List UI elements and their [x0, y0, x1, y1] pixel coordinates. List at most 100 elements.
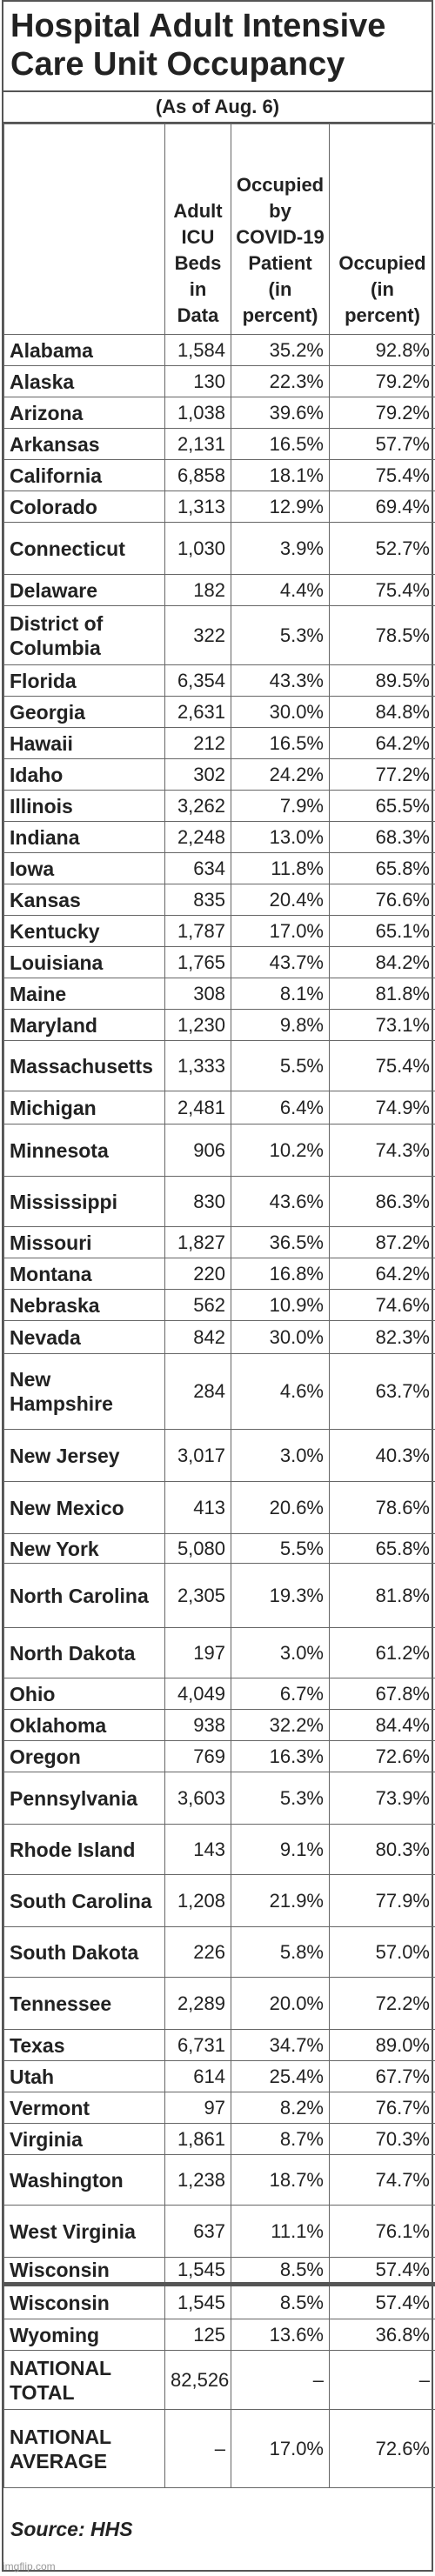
value-cell: 6,354	[164, 664, 231, 697]
table-row: Oregon 769 16.3% 72.6%	[3, 1740, 435, 1772]
table-row: Montana 220 16.8% 64.2%	[3, 1258, 435, 1290]
value-cell: 57.0%	[329, 1926, 435, 1978]
value-cell: 74.7%	[329, 2154, 435, 2206]
value-cell: 74.6%	[329, 1289, 435, 1321]
value-cell: 413	[164, 1481, 231, 1534]
value-cell: 86.3%	[329, 1176, 435, 1227]
value-cell: 20.0%	[231, 1977, 330, 2030]
value-cell: 8.5%	[231, 2257, 330, 2285]
value-cell: 10.2%	[231, 1124, 330, 1177]
state-cell: Wyoming	[3, 2319, 165, 2351]
value-cell: 61.2%	[329, 1627, 435, 1678]
value-cell: 64.2%	[329, 727, 435, 759]
value-cell: 308	[164, 978, 231, 1010]
header-row: Adult ICU Beds in Data Occupied by COVID…	[3, 123, 435, 335]
value-cell: 65.8%	[329, 1533, 435, 1564]
value-cell: 13.6%	[231, 2319, 330, 2351]
value-cell: 19.3%	[231, 1563, 330, 1628]
value-cell: 3,603	[164, 1772, 231, 1825]
table-row: Wisconsin 1,545 8.5% 57.4%	[3, 2282, 435, 2319]
value-cell: 5,080	[164, 1533, 231, 1564]
value-cell: 1,238	[164, 2154, 231, 2206]
value-cell: 76.6%	[329, 884, 435, 916]
value-cell: 72.6%	[329, 1740, 435, 1772]
value-cell: 2,289	[164, 1977, 231, 2030]
value-cell: 74.9%	[329, 1091, 435, 1124]
state-cell: Delaware	[3, 574, 165, 606]
table-row: Maryland 1,230 9.8% 73.1%	[3, 1009, 435, 1041]
header-cell: Adult ICU Beds in Data	[164, 123, 231, 335]
value-cell: 16.5%	[231, 428, 330, 460]
state-cell: Missouri	[3, 1226, 165, 1258]
state-cell: Wisconsin	[3, 2257, 165, 2285]
table-row: Georgia 2,631 30.0% 84.8%	[3, 696, 435, 728]
value-cell: 20.4%	[231, 884, 330, 916]
value-cell: 43.3%	[231, 664, 330, 697]
value-cell: 1,827	[164, 1226, 231, 1258]
value-cell: 24.2%	[231, 758, 330, 791]
table-row: Wyoming 125 13.6% 36.8%	[3, 2319, 435, 2351]
value-cell: 9.8%	[231, 1009, 330, 1041]
table-row: Delaware 182 4.4% 75.4%	[3, 574, 435, 606]
state-cell: Pennsylvania	[3, 1772, 165, 1825]
value-cell: 16.3%	[231, 1740, 330, 1772]
value-cell: 8.5%	[231, 2282, 330, 2319]
value-cell: 18.1%	[231, 459, 330, 491]
value-cell: 8.7%	[231, 2123, 330, 2155]
value-cell: 57.7%	[329, 428, 435, 460]
value-cell: 9.1%	[231, 1824, 330, 1875]
table-row: Utah 614 25.4% 67.7%	[3, 2060, 435, 2092]
table-row: Ohio 4,049 6.7% 67.8%	[3, 1678, 435, 1710]
value-cell: 70.3%	[329, 2123, 435, 2155]
table-body: Alabama 1,584 35.2% 92.8% Alaska 130 22.3% 79.2…	[3, 334, 435, 2488]
state-cell: Michigan	[3, 1091, 165, 1124]
value-cell: 75.4%	[329, 574, 435, 606]
value-cell: 64.2%	[329, 1258, 435, 1290]
value-cell: 75.4%	[329, 1040, 435, 1091]
value-cell: 769	[164, 1740, 231, 1772]
value-cell: 68.3%	[329, 821, 435, 853]
state-cell: Nevada	[3, 1320, 165, 1354]
state-cell: Alaska	[3, 365, 165, 397]
value-cell: 18.7%	[231, 2154, 330, 2206]
value-cell: 7.9%	[231, 790, 330, 822]
subtitle: (As of Aug. 6)	[3, 92, 432, 123]
value-cell: 75.4%	[329, 459, 435, 491]
value-cell: –	[164, 2409, 231, 2488]
value-cell: 57.4%	[329, 2282, 435, 2319]
value-cell: 4,049	[164, 1678, 231, 1710]
table-row: Vermont 97 8.2% 76.7%	[3, 2092, 435, 2124]
state-cell: Hawaii	[3, 727, 165, 759]
table-row: Washington 1,238 18.7% 74.7%	[3, 2154, 435, 2206]
value-cell: 16.8%	[231, 1258, 330, 1290]
table-row: Texas 6,731 34.7% 89.0%	[3, 2029, 435, 2061]
state-cell: Nebraska	[3, 1289, 165, 1321]
value-cell: 84.8%	[329, 696, 435, 728]
value-cell: 284	[164, 1353, 231, 1430]
value-cell: 10.9%	[231, 1289, 330, 1321]
table-row: Florida 6,354 43.3% 89.5%	[3, 664, 435, 697]
value-cell: 8.2%	[231, 2092, 330, 2124]
state-cell: Idaho	[3, 758, 165, 791]
value-cell: 65.1%	[329, 915, 435, 947]
value-cell: 17.0%	[231, 915, 330, 947]
value-cell: –	[231, 2350, 330, 2410]
table-row: Nebraska 562 10.9% 74.6%	[3, 1289, 435, 1321]
value-cell: 8.1%	[231, 978, 330, 1010]
value-cell: 6.4%	[231, 1091, 330, 1124]
title: Hospital Adult Intensive Care Unit Occup…	[3, 2, 432, 92]
value-cell: 32.2%	[231, 1709, 330, 1741]
state-cell: Vermont	[3, 2092, 165, 2124]
value-cell: 67.7%	[329, 2060, 435, 2092]
table-row: NATIONAL TOTAL 82,526– –	[3, 2350, 435, 2410]
value-cell: 197	[164, 1627, 231, 1678]
table-row: Mississippi 830 43.6% 86.3%	[3, 1176, 435, 1227]
table-row: Kentucky 1,787 17.0% 65.1%	[3, 915, 435, 947]
state-cell: Louisiana	[3, 946, 165, 978]
value-cell: 11.1%	[231, 2205, 330, 2258]
value-cell: 89.5%	[329, 664, 435, 697]
table-row: Minnesota 906 10.2% 74.3%	[3, 1124, 435, 1177]
value-cell: 73.1%	[329, 1009, 435, 1041]
state-cell: Oklahoma	[3, 1709, 165, 1741]
